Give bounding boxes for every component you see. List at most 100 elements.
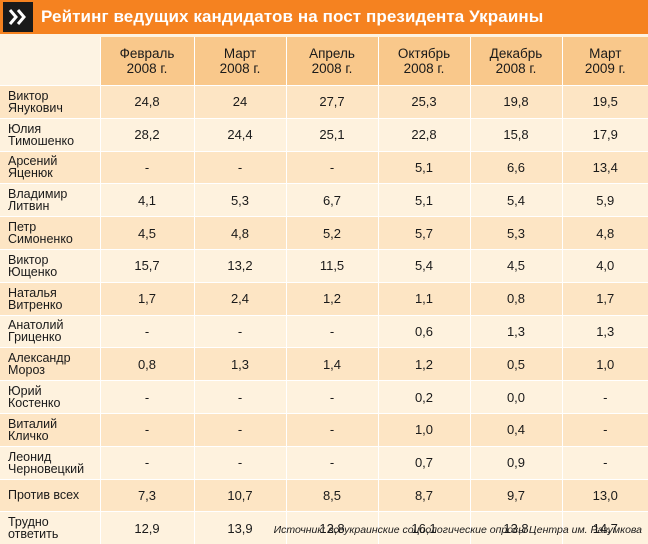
candidate-name-line: Костенко — [8, 396, 60, 410]
candidate-name-line: Янукович — [8, 101, 63, 115]
chart-title: Рейтинг ведущих кандидатов на пост прези… — [41, 7, 543, 27]
title-bar: Рейтинг ведущих кандидатов на пост прези… — [0, 0, 648, 34]
column-header-line: 2008 г. — [127, 61, 168, 76]
value-cell: 1,7 — [100, 282, 194, 315]
value-cell: 0,6 — [378, 315, 470, 348]
value-cell: - — [100, 381, 194, 414]
value-cell: - — [286, 446, 378, 479]
value-cell: 6,7 — [286, 184, 378, 217]
value-cell: - — [286, 413, 378, 446]
candidate-name-line: Гриценко — [8, 330, 61, 344]
candidate-name-line: Ющенко — [8, 265, 57, 279]
value-cell: 1,3 — [562, 315, 648, 348]
column-header-line: 2008 г. — [496, 61, 537, 76]
value-cell: 4,0 — [562, 249, 648, 282]
value-cell: - — [194, 315, 286, 348]
corner-cell — [0, 37, 100, 86]
candidate-name-line: Мороз — [8, 363, 45, 377]
value-cell: 0,5 — [470, 348, 562, 381]
value-cell: 0,8 — [100, 348, 194, 381]
candidate-name-line: Против всех — [8, 488, 79, 502]
value-cell: 15,8 — [470, 118, 562, 151]
value-cell: 24,8 — [100, 86, 194, 119]
value-cell: 1,3 — [470, 315, 562, 348]
value-cell: 1,2 — [378, 348, 470, 381]
value-cell: 0,2 — [378, 381, 470, 414]
value-cell: 2,4 — [194, 282, 286, 315]
value-cell: 0,4 — [470, 413, 562, 446]
value-cell: 15,7 — [100, 249, 194, 282]
value-cell: 1,2 — [286, 282, 378, 315]
value-cell: 1,7 — [562, 282, 648, 315]
candidate-name-line: ответить — [8, 527, 58, 541]
column-header-line: 2008 г. — [404, 61, 445, 76]
value-cell: - — [100, 151, 194, 184]
value-cell: 12,9 — [100, 512, 194, 544]
value-cell: 9,7 — [470, 479, 562, 512]
value-cell: 1,3 — [194, 348, 286, 381]
value-cell: 13,4 — [562, 151, 648, 184]
value-cell: 1,0 — [562, 348, 648, 381]
value-cell: 22,8 — [378, 118, 470, 151]
value-cell: 5,4 — [378, 249, 470, 282]
value-cell: 24,4 — [194, 118, 286, 151]
value-cell: - — [100, 315, 194, 348]
value-cell: 13,9 — [194, 512, 286, 544]
value-cell: 5,4 — [470, 184, 562, 217]
value-cell: 24 — [194, 86, 286, 119]
value-cell: - — [194, 446, 286, 479]
column-header-line: Октябрь — [398, 46, 450, 61]
candidate-name-line: Кличко — [8, 429, 49, 443]
value-cell: 5,9 — [562, 184, 648, 217]
column-header-line: Апрель — [309, 46, 355, 61]
value-cell: 0,9 — [470, 446, 562, 479]
value-cell: - — [100, 446, 194, 479]
value-cell: - — [562, 413, 648, 446]
value-cell: - — [286, 315, 378, 348]
value-cell: - — [194, 413, 286, 446]
value-cell: 19,8 — [470, 86, 562, 119]
value-cell: 11,5 — [286, 249, 378, 282]
value-cell: 10,7 — [194, 479, 286, 512]
value-cell: 4,8 — [194, 217, 286, 250]
value-cell: 0,7 — [378, 446, 470, 479]
value-cell: 5,3 — [470, 217, 562, 250]
value-cell: 1,4 — [286, 348, 378, 381]
value-cell: 5,7 — [378, 217, 470, 250]
value-cell: 1,1 — [378, 282, 470, 315]
value-cell: - — [194, 151, 286, 184]
value-cell: 0,0 — [470, 381, 562, 414]
double-chevron-right-icon — [3, 2, 33, 32]
column-header-line: Март — [589, 46, 621, 61]
value-cell: 5,3 — [194, 184, 286, 217]
column-header-line: Март — [224, 46, 256, 61]
value-cell: 25,1 — [286, 118, 378, 151]
value-cell: - — [286, 151, 378, 184]
source-note: Источник: всеукраинские социологические … — [274, 524, 642, 536]
value-cell: 5,1 — [378, 151, 470, 184]
column-header-line: 2008 г. — [220, 61, 261, 76]
